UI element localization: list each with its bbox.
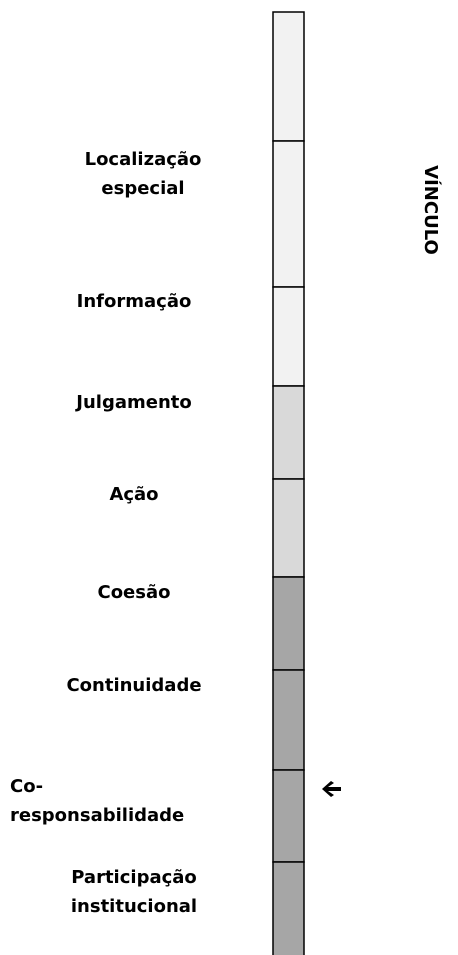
scale-bar [272, 11, 305, 955]
segment [272, 478, 305, 578]
segment [272, 769, 305, 863]
level-label: Coesão [97, 582, 170, 603]
level-label: Participação [71, 867, 197, 888]
level-label: Informação [77, 291, 192, 312]
level-label: Julgamento [74, 392, 191, 413]
level-label: Continuidade [66, 675, 201, 696]
segment [272, 385, 305, 480]
level-label: Co- [10, 776, 43, 797]
segment [272, 669, 305, 771]
arrow-icon [322, 781, 341, 797]
level-label: Localização [85, 149, 202, 170]
side-label: VÍNCULO [420, 165, 442, 255]
segment [272, 286, 305, 387]
level-label: especial [101, 178, 184, 199]
segment [272, 861, 305, 955]
segment [272, 140, 305, 288]
segment [272, 11, 305, 142]
level-label: Ação [109, 484, 158, 505]
level-label: institucional [71, 896, 197, 917]
arrow [322, 781, 341, 797]
level-label: responsabilidade [10, 805, 184, 826]
segment [272, 576, 305, 671]
